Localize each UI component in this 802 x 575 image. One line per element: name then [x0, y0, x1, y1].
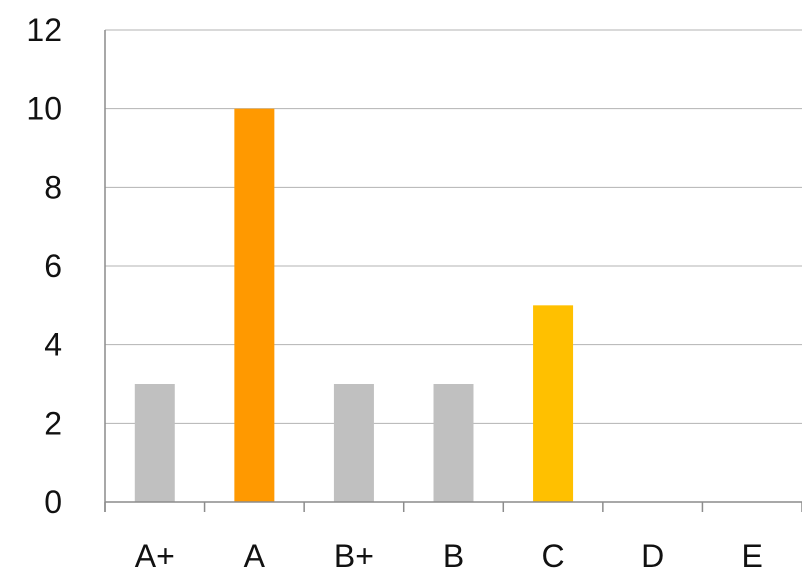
- bar-A: [234, 108, 275, 503]
- y-tick-label-8: 8: [44, 169, 62, 205]
- x-tick-label-A+: A+: [135, 538, 175, 574]
- axes: [104, 30, 802, 512]
- x-tick-label-E: E: [742, 538, 763, 574]
- bar-A+: [134, 384, 175, 502]
- y-axis-tick-labels: 0 2 4 6 8 10 12: [26, 12, 62, 520]
- bar-C: [533, 305, 574, 502]
- x-tick-label-B+: B+: [334, 538, 374, 574]
- y-tick-label-2: 2: [44, 405, 62, 441]
- bars: [134, 108, 574, 503]
- x-tick-label-B: B: [443, 538, 464, 574]
- y-tick-label-4: 4: [44, 327, 62, 363]
- y-tick-label-6: 6: [44, 248, 62, 284]
- bar-B: [433, 384, 474, 502]
- x-tick-label-C: C: [542, 538, 565, 574]
- bar-B+: [333, 384, 374, 502]
- x-axis-tick-labels: A+ A B+ B C D E: [135, 538, 763, 574]
- y-tick-label-12: 12: [26, 12, 62, 48]
- y-tick-label-0: 0: [44, 484, 62, 520]
- gridlines: [105, 29, 802, 424]
- x-tick-label-D: D: [641, 538, 664, 574]
- y-tick-label-10: 10: [26, 91, 62, 127]
- x-tick-label-A: A: [244, 538, 266, 574]
